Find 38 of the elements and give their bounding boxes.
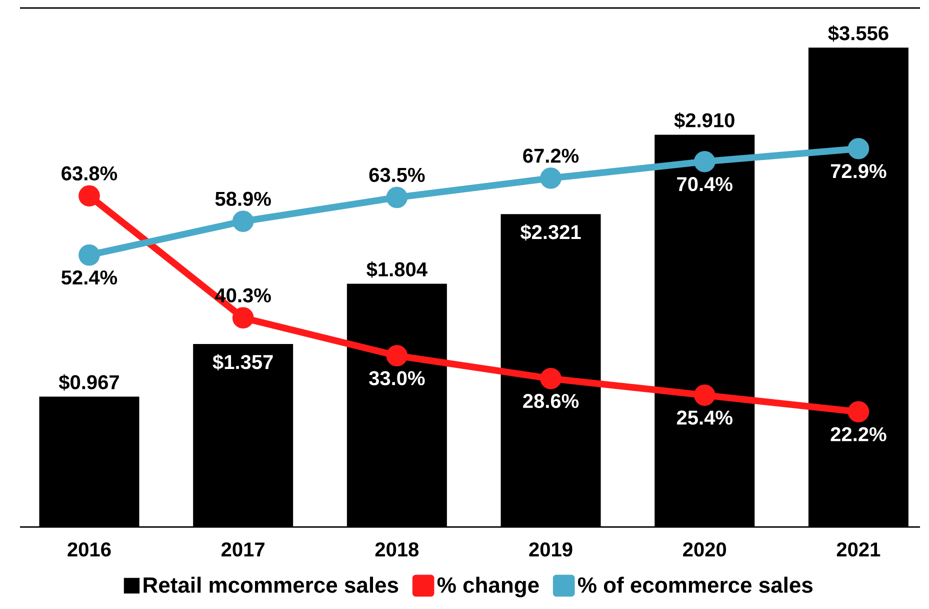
data-label: 72.9% <box>830 164 886 178</box>
data-label: 22.2% <box>830 427 886 442</box>
x-tick-label: 2016 <box>68 542 111 557</box>
data-label: 63.5% <box>369 168 425 182</box>
data-label: 52.4% <box>61 270 118 285</box>
point <box>232 210 254 232</box>
point <box>540 368 562 390</box>
data-label: 33.0% <box>369 371 425 386</box>
point <box>78 244 100 266</box>
point <box>848 138 870 160</box>
data-label: $2.910 <box>674 112 734 129</box>
x-tick-label: 2018 <box>375 542 419 557</box>
point <box>540 168 562 189</box>
data-label: 67.2% <box>523 148 579 163</box>
point <box>694 384 716 406</box>
data-label: 25.4% <box>676 410 732 425</box>
point <box>232 307 254 328</box>
data-label: 58.9% <box>215 192 271 206</box>
x-tick-label: 2020 <box>683 542 726 557</box>
data-label: $0.967 <box>58 374 119 391</box>
data-label: $1.357 <box>212 354 273 370</box>
data-label: 70.4% <box>677 176 732 192</box>
data-label: $2.321 <box>520 224 581 240</box>
legend-label: % change <box>437 576 539 598</box>
data-label: 63.8% <box>62 166 118 180</box>
data-label: $3.556 <box>828 25 888 42</box>
point <box>386 345 408 366</box>
data-label: $1.804 <box>366 261 428 278</box>
x-tick-label: 2017 <box>222 542 264 557</box>
point <box>78 185 100 207</box>
data-label: 28.6% <box>523 394 579 408</box>
x-tick-label: 2021 <box>836 542 880 557</box>
point <box>694 150 716 172</box>
point <box>386 186 408 208</box>
legend-label: Retail mcommerce sales <box>144 576 398 593</box>
point <box>848 401 870 422</box>
legend-label: % of ecommerce sales <box>578 576 813 593</box>
x-tick-label: 2019 <box>529 542 572 557</box>
